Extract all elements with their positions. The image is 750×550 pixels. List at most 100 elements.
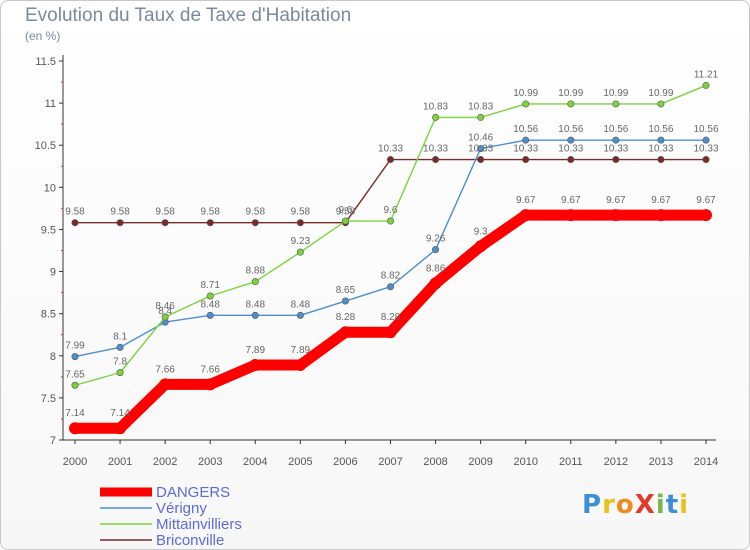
data-point bbox=[702, 156, 710, 164]
y-tick-label: 10.5 bbox=[35, 140, 56, 152]
data-label: 9.58 bbox=[246, 207, 266, 218]
data-point bbox=[296, 219, 304, 227]
x-tick-label: 2003 bbox=[198, 456, 222, 468]
data-label: 10.33 bbox=[648, 144, 673, 155]
x-tick-label: 2002 bbox=[153, 456, 177, 468]
y-tick-label: 8 bbox=[50, 351, 56, 363]
data-point bbox=[116, 369, 124, 377]
logo-letter: X bbox=[634, 490, 656, 520]
data-point bbox=[702, 81, 710, 89]
data-label: 10.33 bbox=[378, 144, 403, 155]
data-label: 8.48 bbox=[291, 299, 311, 310]
data-label: 10.83 bbox=[468, 101, 493, 112]
logo-letter: P bbox=[582, 490, 603, 520]
data-point bbox=[432, 246, 440, 254]
data-label: 10.56 bbox=[693, 124, 718, 135]
data-label: 10.33 bbox=[468, 144, 493, 155]
x-tick-label: 2001 bbox=[108, 456, 132, 468]
data-label: 9.67 bbox=[516, 195, 536, 206]
data-point bbox=[116, 343, 124, 351]
data-point bbox=[296, 311, 304, 319]
y-tick-label: 7 bbox=[50, 435, 56, 447]
data-label: 10.99 bbox=[558, 88, 583, 99]
data-label: 9.67 bbox=[696, 195, 716, 206]
data-point bbox=[206, 219, 214, 227]
data-label: 9.3 bbox=[474, 226, 488, 237]
data-label: 10.83 bbox=[423, 101, 448, 112]
data-point bbox=[339, 326, 352, 339]
data-label: 9.67 bbox=[651, 195, 671, 206]
data-label: 9.6 bbox=[338, 205, 352, 216]
data-label: 8.82 bbox=[381, 271, 401, 282]
legend-label: Mittainvilliers bbox=[156, 516, 242, 533]
x-tick-label: 2012 bbox=[604, 456, 628, 468]
y-tick-label: 11 bbox=[45, 98, 56, 110]
data-point bbox=[654, 209, 667, 222]
legend-label: Vérigny bbox=[156, 500, 207, 517]
data-label: 10.99 bbox=[513, 88, 538, 99]
data-label: 7.66 bbox=[200, 364, 220, 375]
x-tick-label: 2000 bbox=[63, 456, 87, 468]
chart-subtitle: (en %) bbox=[25, 29, 61, 43]
data-label: 8.4 bbox=[158, 306, 172, 317]
data-point bbox=[657, 136, 665, 144]
data-label: 10.99 bbox=[648, 88, 673, 99]
x-tick-label: 2010 bbox=[513, 456, 537, 468]
data-label: 9.67 bbox=[561, 195, 581, 206]
data-point bbox=[206, 292, 214, 300]
data-point bbox=[296, 248, 304, 256]
data-point bbox=[477, 156, 485, 164]
data-point bbox=[474, 240, 487, 253]
data-label: 10.56 bbox=[558, 124, 583, 135]
data-label: 8.65 bbox=[336, 285, 356, 296]
data-label: 9.58 bbox=[110, 207, 130, 218]
data-point bbox=[251, 219, 259, 227]
y-tick-label: 9.5 bbox=[41, 224, 56, 236]
logo-letter: t bbox=[665, 490, 680, 520]
series-layer bbox=[69, 81, 712, 435]
data-point bbox=[161, 219, 169, 227]
data-label: 11.21 bbox=[694, 69, 719, 80]
data-point bbox=[161, 313, 169, 321]
x-tick-label: 2006 bbox=[333, 456, 357, 468]
data-point bbox=[522, 100, 530, 108]
data-point bbox=[341, 297, 349, 305]
data-label: 9.23 bbox=[291, 236, 311, 247]
data-point bbox=[567, 156, 575, 164]
data-label: 8.1 bbox=[113, 331, 127, 342]
data-point bbox=[429, 277, 442, 290]
data-point bbox=[251, 278, 259, 286]
data-point bbox=[116, 219, 124, 227]
data-point bbox=[294, 359, 307, 372]
data-point bbox=[386, 156, 394, 164]
legend-label: Briconville bbox=[156, 532, 224, 549]
data-point bbox=[71, 353, 79, 361]
x-tick-label: 2005 bbox=[288, 456, 312, 468]
y-tick-label: 8.5 bbox=[41, 309, 56, 321]
logo-letter: r bbox=[602, 490, 616, 520]
data-point bbox=[522, 136, 530, 144]
data-label: 8.28 bbox=[381, 312, 401, 323]
data-label: 8.86 bbox=[426, 263, 446, 274]
data-label: 9.58 bbox=[155, 207, 175, 218]
data-label: 7.99 bbox=[65, 341, 85, 352]
logo-letter: o bbox=[615, 490, 635, 520]
data-point bbox=[386, 217, 394, 225]
x-tick-label: 2004 bbox=[243, 456, 267, 468]
data-point bbox=[114, 422, 127, 435]
y-tick-label: 9 bbox=[50, 267, 56, 279]
x-tick-label: 2011 bbox=[559, 456, 583, 468]
chart-title: Evolution du Taux de Taxe d'Habitation bbox=[25, 5, 352, 26]
data-point bbox=[204, 378, 217, 391]
data-label: 7.66 bbox=[155, 364, 175, 375]
data-label: 10.46 bbox=[468, 133, 493, 144]
data-label: 7.89 bbox=[246, 345, 266, 356]
data-point bbox=[69, 422, 81, 435]
chart-axes: 7 7.5 8 8.5 9 9.5 10 10.5 11 11.5 2000 2001 2002 2003… bbox=[35, 55, 718, 468]
data-label: 8.48 bbox=[246, 299, 266, 310]
y-tick-label: 7.5 bbox=[41, 393, 56, 405]
data-point bbox=[567, 136, 575, 144]
data-point bbox=[386, 283, 394, 291]
